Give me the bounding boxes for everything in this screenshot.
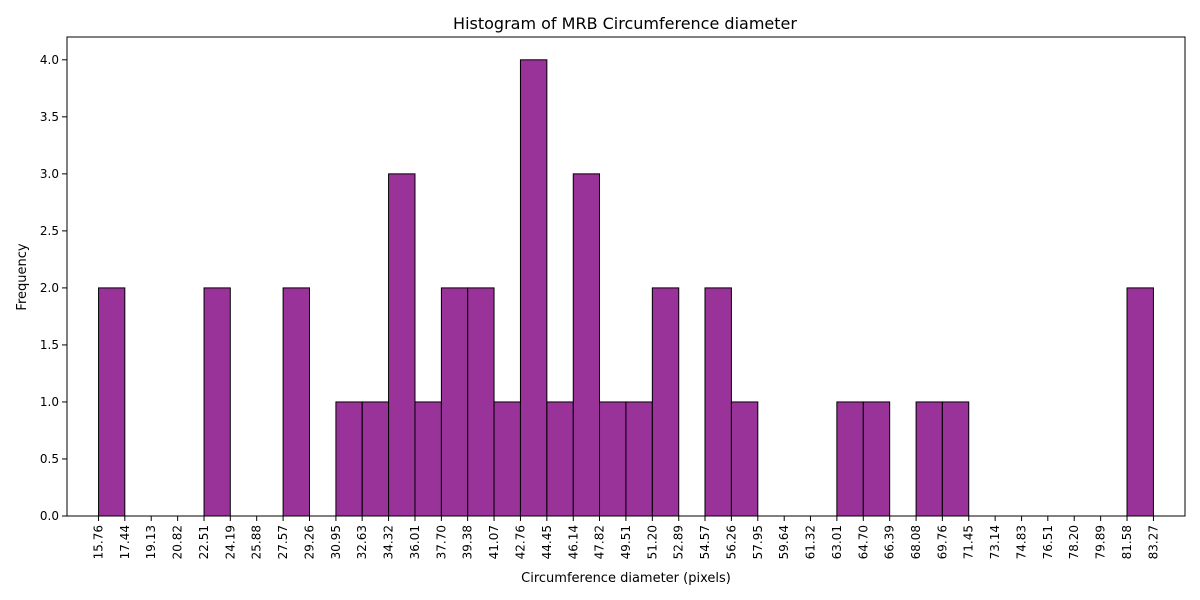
- y-tick-label: 2.0: [40, 281, 59, 295]
- x-tick-label: 29.26: [303, 525, 317, 559]
- histogram-bar: [651, 287, 680, 517]
- x-tick-label: 27.57: [276, 525, 290, 559]
- histogram-bar: [467, 287, 495, 517]
- x-tick-label: 73.14: [988, 525, 1002, 559]
- x-tick-label: 22.51: [197, 525, 211, 559]
- histogram-bar: [862, 401, 891, 517]
- x-tick-label: 56.26: [724, 525, 738, 559]
- x-tick-label: 68.08: [909, 525, 923, 559]
- x-tick-label: 44.45: [540, 525, 554, 559]
- histogram-bar: [335, 401, 363, 517]
- x-tick-label: 17.44: [118, 525, 132, 559]
- histogram-bar: [493, 401, 521, 517]
- x-tick-label: 30.95: [329, 525, 343, 559]
- y-tick-label: 3.0: [40, 167, 59, 181]
- x-tick-label: 54.57: [698, 525, 712, 559]
- y-tick-label: 0.5: [40, 452, 59, 466]
- y-tick-label: 0.0: [40, 509, 59, 523]
- y-axis-label: Frequency: [15, 243, 30, 310]
- x-tick-label: 46.14: [566, 525, 580, 559]
- x-tick-label: 20.82: [171, 525, 185, 559]
- x-tick-label: 66.39: [883, 525, 897, 559]
- y-tick-label: 1.5: [40, 338, 59, 352]
- x-tick-label: 34.32: [382, 525, 396, 559]
- histogram-bar: [388, 173, 416, 517]
- x-tick-label: 63.01: [830, 525, 844, 559]
- x-tick-label: 39.38: [461, 525, 475, 559]
- histogram-bar: [282, 287, 311, 517]
- plot-frame: [66, 36, 1186, 517]
- y-tick-label: 1.0: [40, 395, 59, 409]
- x-tick-label: 51.20: [645, 525, 659, 559]
- histogram-bar: [836, 401, 864, 517]
- histogram-bar: [203, 287, 231, 517]
- x-tick-label: 49.51: [619, 525, 633, 559]
- x-tick-label: 42.76: [513, 525, 527, 559]
- histogram-bar: [414, 401, 442, 517]
- x-tick-label: 41.07: [487, 525, 501, 559]
- histogram-bar: [546, 401, 574, 517]
- x-tick-label: 83.27: [1146, 525, 1160, 559]
- x-tick-label: 78.20: [1067, 525, 1081, 559]
- y-tick-label: 3.5: [40, 110, 59, 124]
- x-tick-label: 36.01: [408, 525, 422, 559]
- chart-title: Histogram of MRB Circumference diameter: [453, 14, 797, 33]
- x-tick-label: 61.32: [803, 525, 817, 559]
- x-tick-label: 25.88: [250, 525, 264, 559]
- y-axis-ticks: 0.0 0.5 1.0 1.5 2.0 2.5 3.0 3.5 4.0: [40, 53, 67, 523]
- histogram-bar: [1126, 287, 1154, 517]
- bars-group: [98, 59, 1154, 517]
- x-tick-label: 24.19: [223, 525, 237, 559]
- histogram-bar: [572, 173, 601, 517]
- x-axis-ticks: 15.76 17.44 19.13 20.82 22.51 24.19 25.88 27.57…: [92, 516, 1160, 559]
- x-tick-label: 79.89: [1094, 525, 1108, 559]
- x-tick-label: 52.89: [672, 525, 686, 559]
- x-tick-label: 47.82: [593, 525, 607, 559]
- x-tick-label: 74.83: [1015, 525, 1029, 559]
- x-tick-label: 81.58: [1120, 525, 1134, 559]
- x-tick-label: 57.95: [751, 525, 765, 559]
- x-tick-label: 37.70: [434, 525, 448, 559]
- x-tick-label: 59.64: [777, 525, 791, 559]
- x-tick-label: 69.76: [935, 525, 949, 559]
- histogram-bar: [625, 401, 653, 517]
- histogram-bar: [915, 401, 943, 517]
- x-tick-label: 32.63: [355, 525, 369, 559]
- histogram-bar: [704, 287, 732, 517]
- histogram-bar: [98, 287, 126, 517]
- y-tick-label: 2.5: [40, 224, 59, 238]
- x-tick-label: 71.45: [962, 525, 976, 559]
- x-axis-label: Circumference diameter (pixels): [521, 571, 731, 586]
- x-tick-label: 64.70: [856, 525, 870, 559]
- x-tick-label: 15.76: [92, 525, 106, 559]
- histogram-bar: [519, 59, 548, 517]
- histogram-bar: [730, 401, 759, 517]
- x-tick-label: 19.13: [144, 525, 158, 559]
- histogram-bar: [361, 401, 390, 517]
- y-tick-label: 4.0: [40, 53, 59, 67]
- x-tick-label: 76.51: [1041, 525, 1055, 559]
- histogram-bar: [440, 287, 469, 517]
- histogram-bar: [941, 401, 970, 517]
- histogram-bar: [599, 401, 627, 517]
